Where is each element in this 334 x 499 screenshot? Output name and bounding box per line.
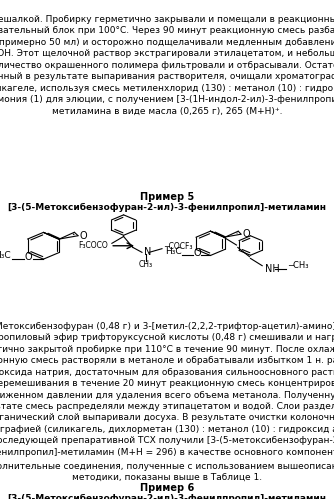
Text: NH: NH xyxy=(265,263,280,273)
Text: O: O xyxy=(25,251,32,261)
Text: [3-(5-Метоксибензофуран-2-ил)-3-фенилпропил]-метиламин: [3-(5-Метоксибензофуран-2-ил)-3-фенилпро… xyxy=(7,494,327,499)
Text: Пример 5: Пример 5 xyxy=(140,192,194,202)
Text: мешалкой. Пробирку герметично закрывали и помещали в реакционный
нагревательный : мешалкой. Пробирку герметично закрывали … xyxy=(0,15,334,116)
Text: O: O xyxy=(80,231,88,241)
Text: Пример 6: Пример 6 xyxy=(140,483,194,493)
Text: N: N xyxy=(144,248,151,257)
Text: [3-(5-Метоксибензофуран-2-ил)-3-фенилпропил]-метиламин: [3-(5-Метоксибензофуран-2-ил)-3-фенилпро… xyxy=(7,203,327,212)
Text: O: O xyxy=(193,248,201,258)
Text: H₃C: H₃C xyxy=(165,248,182,256)
Text: F₃COCO: F₃COCO xyxy=(78,241,109,250)
Text: ─COCF₃: ─COCF₃ xyxy=(164,242,192,250)
Text: O: O xyxy=(243,229,250,239)
Text: ─CH₃: ─CH₃ xyxy=(288,261,308,270)
Text: CH₃: CH₃ xyxy=(139,259,153,268)
Text: H₃C: H₃C xyxy=(0,251,11,260)
Text: 5-Метоксибензофуран (0,48 г) и 3-[метил-(2,2,2-трифтор-ацетил)-амино]-1-
фенилпр: 5-Метоксибензофуран (0,48 г) и 3-[метил-… xyxy=(0,322,334,457)
Text: Дополнительные соединения, полученные с использованием вышеописанной
методики, п: Дополнительные соединения, полученные с … xyxy=(0,462,334,482)
